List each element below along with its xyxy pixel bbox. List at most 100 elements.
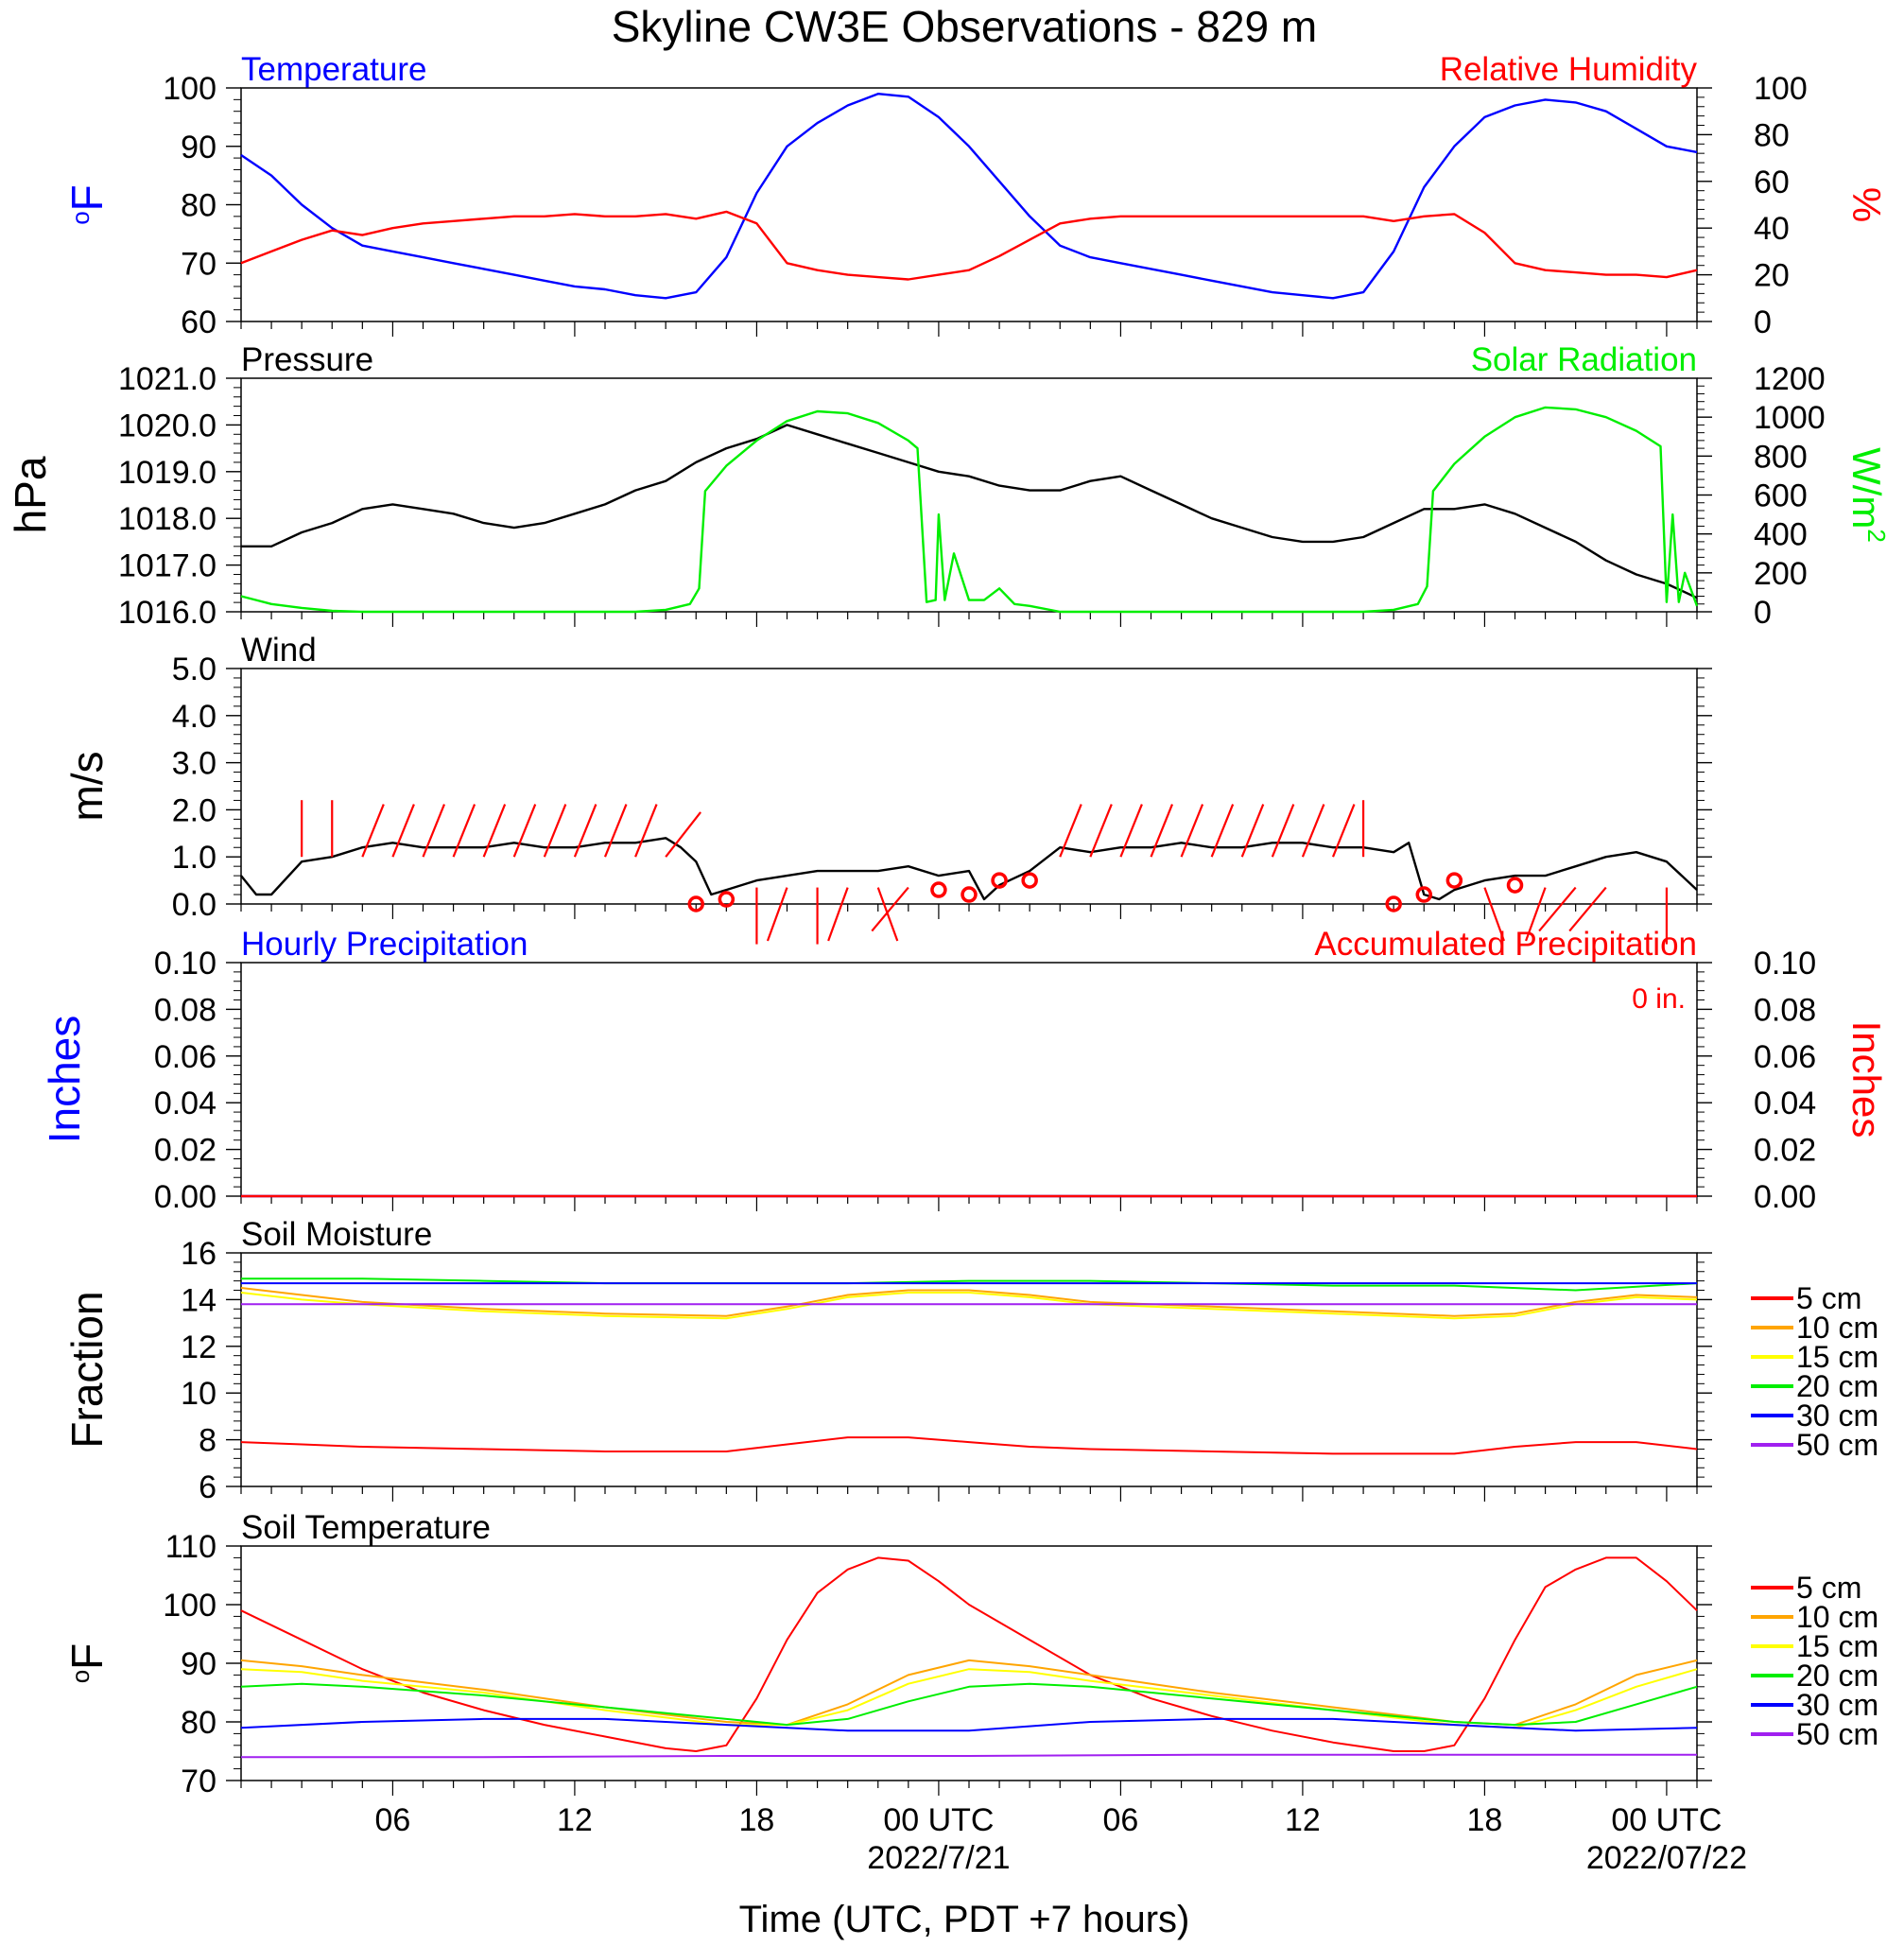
- wind-barb: [1240, 804, 1265, 858]
- wind-barb: [871, 886, 909, 932]
- wind-barb: [573, 804, 597, 858]
- y-tick-label-left: 1.0: [172, 840, 216, 876]
- series-line-wind: [240, 837, 1698, 901]
- wind-barb: [603, 804, 628, 858]
- wind-barb: [1271, 804, 1295, 858]
- legend-label: 10 cm: [1796, 1600, 1878, 1634]
- y-tick-label-left: 0.10: [154, 946, 216, 982]
- panel-title-left: Temperature: [241, 51, 426, 88]
- x-date-label: 2022/07/22: [1586, 1840, 1747, 1876]
- y-tick-label-left: 100: [163, 1588, 216, 1624]
- series-line-20-cm: [241, 1277, 1698, 1292]
- panel-title-left: Wind: [241, 632, 317, 669]
- wind-barb: [361, 804, 385, 858]
- y-tick-label-left: 1020.0: [118, 408, 216, 443]
- y-tick-label-right: 20: [1754, 258, 1790, 294]
- y-tick-label-right: 80: [1754, 117, 1790, 153]
- y-tick-label-left: 2.0: [172, 792, 216, 828]
- x-tick-label: 00 UTC: [1611, 1802, 1722, 1838]
- y-tick-label-right: 0: [1754, 304, 1772, 340]
- y-tick-label-right: 0.00: [1754, 1179, 1816, 1215]
- y-tick-label-left: 3.0: [172, 746, 216, 782]
- y-tick-label-left: 0.08: [154, 992, 216, 1028]
- wind-barb: [391, 804, 415, 858]
- y-tick-label-left: 1019.0: [118, 455, 216, 491]
- wind-barb: [482, 804, 507, 858]
- y-tick-label-right: 0.08: [1754, 992, 1816, 1028]
- x-tick-label: 06: [375, 1802, 411, 1838]
- y-tick-label-left: 60: [181, 304, 216, 340]
- wind-barb: [876, 887, 899, 942]
- y-axis-label-right: W/m2: [1844, 447, 1891, 543]
- y-tick-label-left: 70: [181, 246, 216, 282]
- plot-frame: [240, 377, 1698, 613]
- panel-wind: 0.0 1.0 2.0 3.0 4.0 5.0 Wind m/s: [62, 632, 1712, 945]
- panel-title-right: Relative Humidity: [1440, 51, 1698, 88]
- y-tick-label-left: 4.0: [172, 699, 216, 735]
- y-tick-label-right: 0.06: [1754, 1039, 1816, 1075]
- wind-barb: [1210, 804, 1235, 858]
- y-tick-label-left: 5.0: [172, 652, 216, 687]
- y-tick-label-left: 1016.0: [118, 595, 216, 631]
- x-tick-label: 06: [1103, 1802, 1139, 1838]
- y-tick-label-left: 0.0: [172, 887, 216, 923]
- wind-barb: [766, 887, 788, 942]
- legend-label: 20 cm: [1796, 1369, 1878, 1403]
- panel-title-left: Soil Temperature: [241, 1509, 491, 1546]
- wind-calm-marker: [930, 881, 947, 898]
- y-tick-label-right: 0.04: [1754, 1086, 1816, 1121]
- wind-barb: [1525, 887, 1547, 942]
- y-tick-label-right: 1000: [1754, 400, 1826, 436]
- panel-pressure: 1016.0 1017.0 1018.0 1019.0 1020.0 1021.0 0200…: [6, 341, 1891, 631]
- wind-barb: [1059, 804, 1082, 858]
- x-tick-label: 18: [739, 1802, 775, 1838]
- y-tick-label-left: 8: [199, 1423, 216, 1459]
- y-tick-label-left: 1017.0: [118, 548, 216, 584]
- y-axis-label-left: m/s: [62, 751, 112, 821]
- x-date-label: 2022/7/21: [867, 1840, 1010, 1876]
- series-line-30-cm: [240, 1717, 1698, 1732]
- wind-calm-marker: [1021, 872, 1038, 889]
- series-line-relative-humidity: [240, 210, 1698, 281]
- y-tick-label-right: 600: [1754, 478, 1808, 514]
- wind-calm-marker: [718, 891, 736, 908]
- y-tick-label-left: 100: [163, 71, 216, 107]
- y-axis-label-left: hPa: [6, 456, 55, 533]
- legend-label: 20 cm: [1796, 1659, 1878, 1693]
- y-tick-label-left: 0.06: [154, 1039, 216, 1075]
- wind-calm-marker: [1506, 877, 1524, 894]
- wind-barb: [1301, 804, 1325, 858]
- y-tick-label-left: 6: [199, 1469, 216, 1505]
- panel-title-left: Pressure: [241, 341, 373, 378]
- series-line-solar-radiation: [240, 406, 1699, 614]
- y-tick-label-left: 1021.0: [118, 361, 216, 397]
- x-axis-label: Time (UTC, PDT +7 hours): [739, 1899, 1190, 1940]
- plot-frame: [240, 1545, 1698, 1781]
- legend-label: 10 cm: [1796, 1311, 1878, 1345]
- plot-frame: [240, 668, 1698, 905]
- wind-calm-marker: [991, 872, 1008, 889]
- y-tick-label-right: 0: [1754, 595, 1772, 631]
- wind-barb: [452, 804, 476, 858]
- wind-barb: [634, 804, 658, 858]
- y-tick-label-left: 70: [181, 1764, 216, 1799]
- y-tick-label-left: 0.02: [154, 1133, 216, 1169]
- wind-barb: [665, 811, 701, 858]
- panel-title-right: Accumulated Precipitation: [1314, 926, 1697, 963]
- wind-barb: [1568, 886, 1607, 932]
- y-tick-label-right: 400: [1754, 517, 1808, 553]
- wind-barb: [543, 804, 567, 858]
- wind-calm-marker: [687, 895, 704, 912]
- y-tick-label-left: 110: [165, 1529, 216, 1565]
- y-tick-label-right: 100: [1754, 71, 1808, 107]
- legend-label: 5 cm: [1796, 1281, 1861, 1315]
- legend-label: 50 cm: [1796, 1717, 1878, 1751]
- x-tick-label: 12: [1285, 1802, 1321, 1838]
- y-axis-label-left: Inches: [40, 1016, 89, 1144]
- wind-barb: [827, 887, 849, 942]
- wind-barb: [1483, 887, 1505, 942]
- y-tick-label-right: 60: [1754, 165, 1790, 200]
